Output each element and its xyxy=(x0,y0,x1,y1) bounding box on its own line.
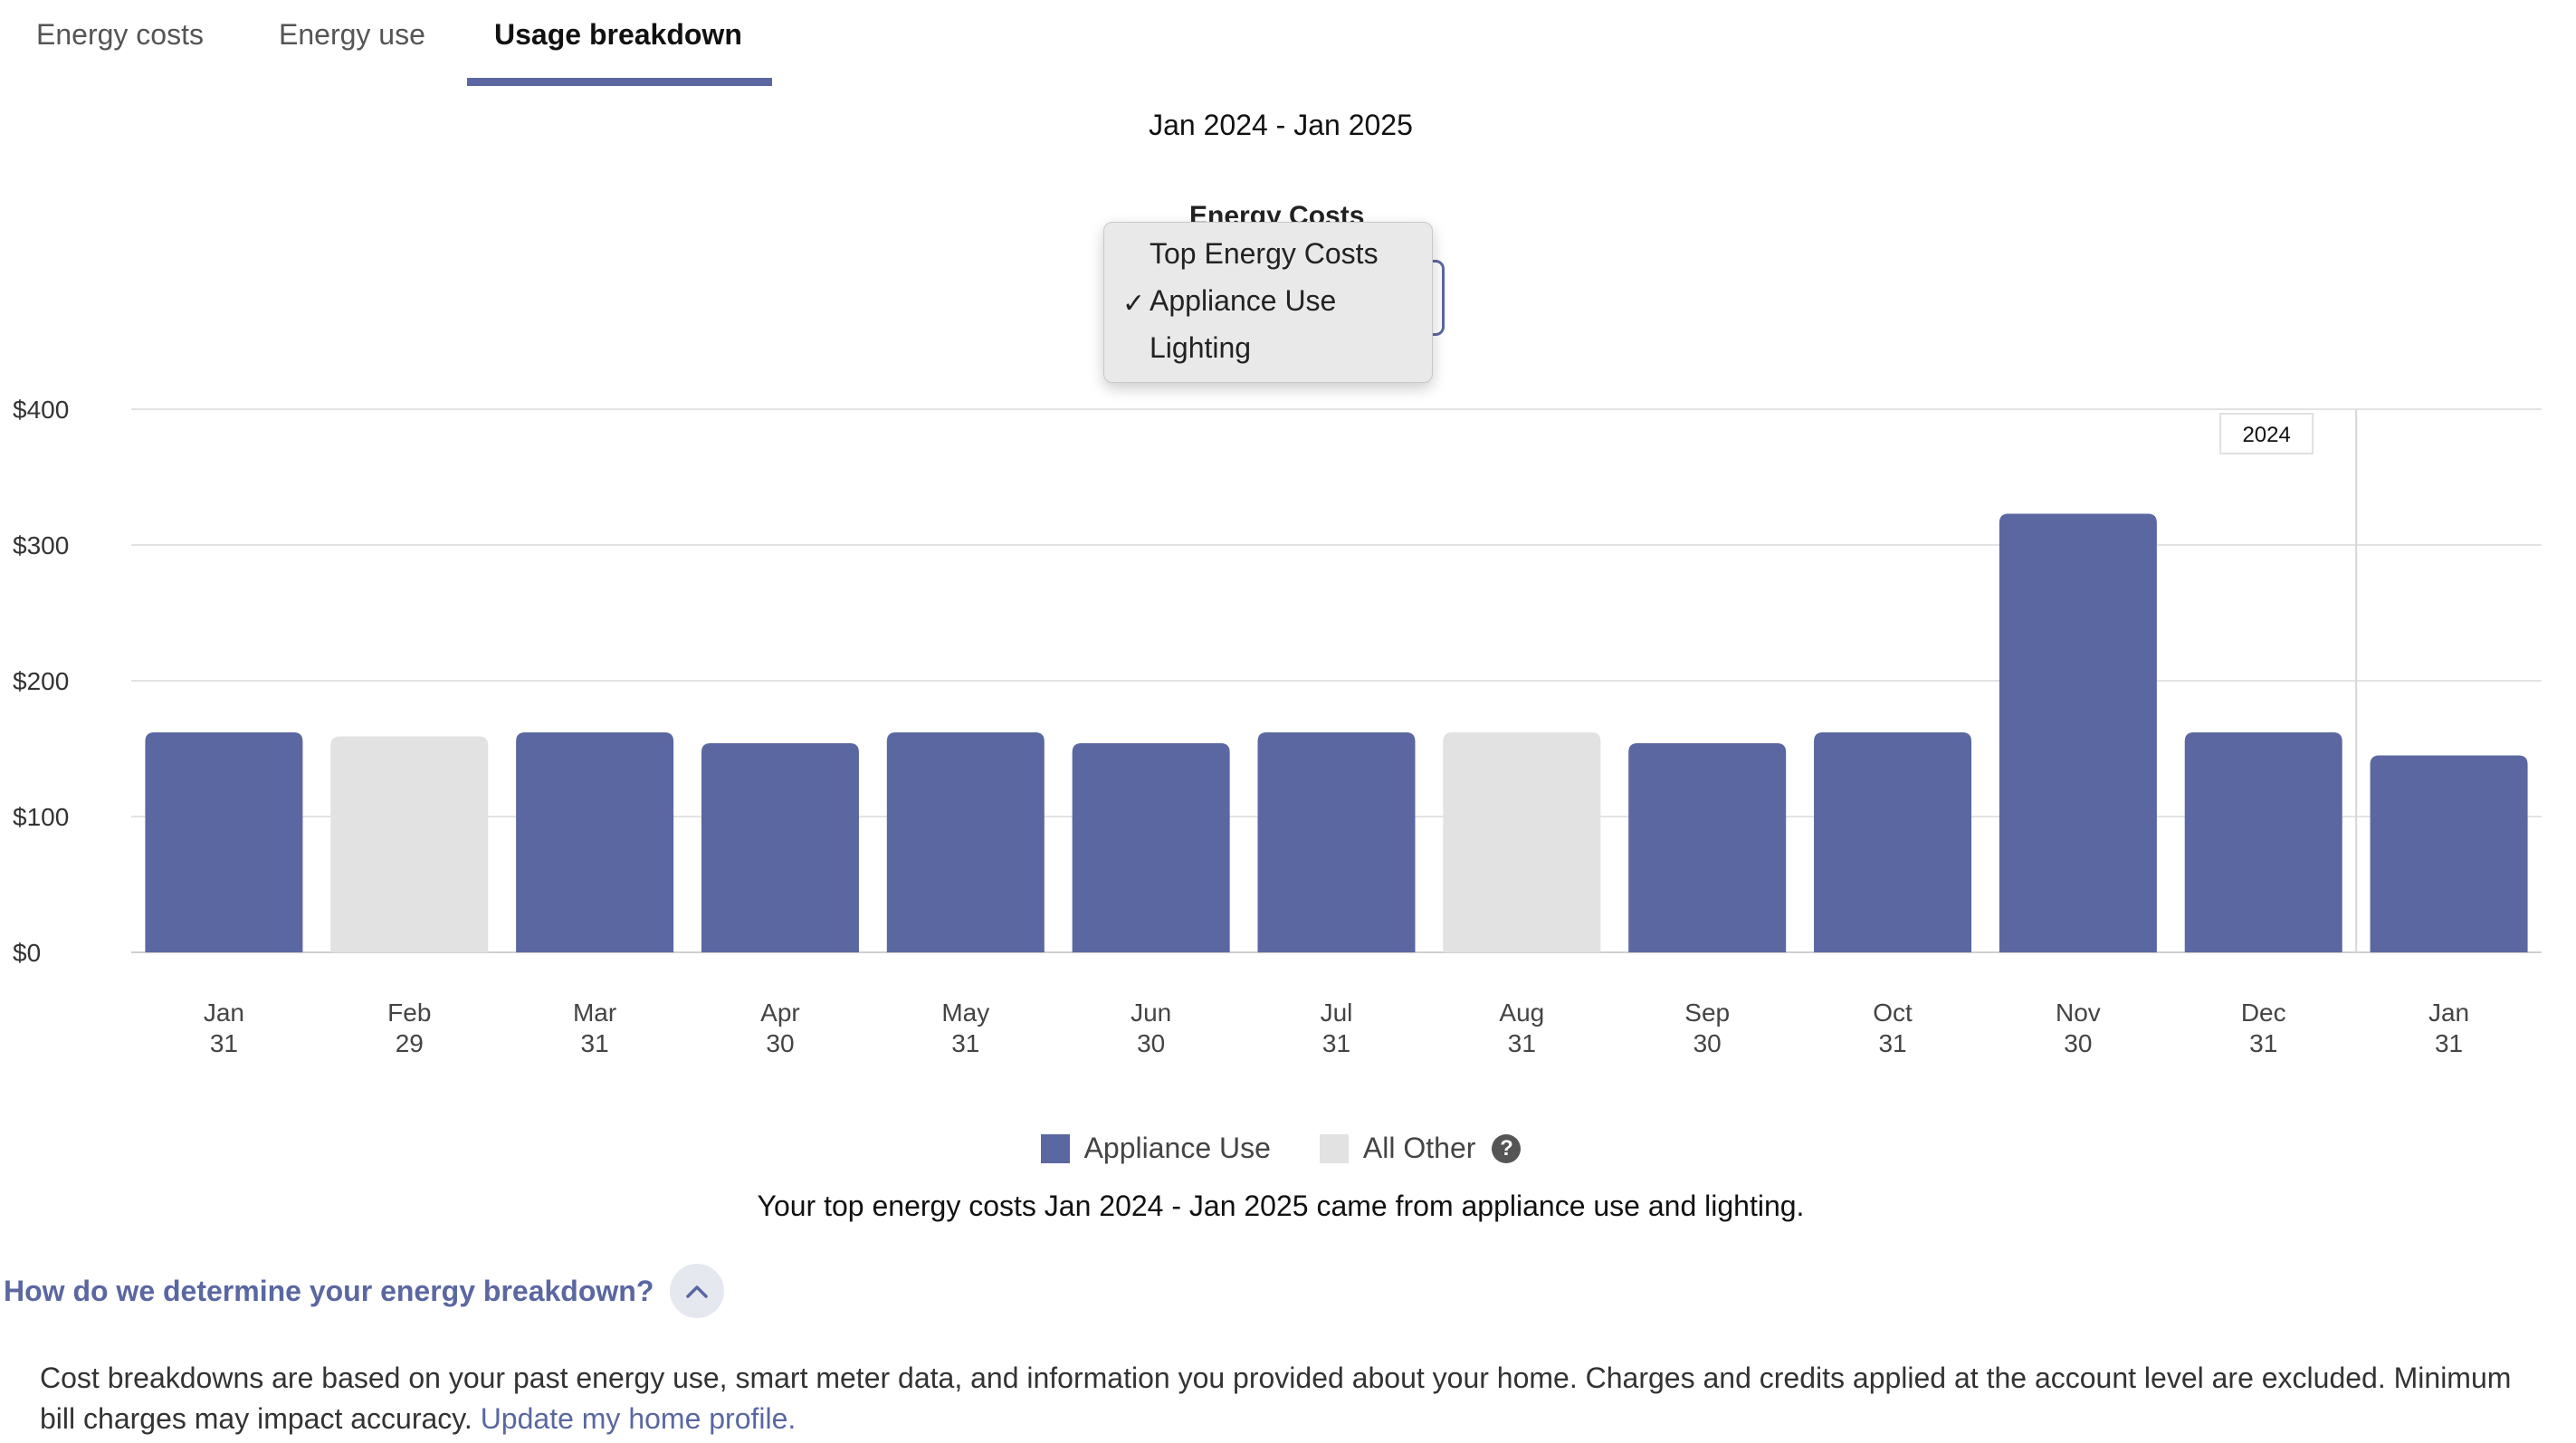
year-marker-box xyxy=(2219,413,2314,454)
date-range-label: Jan 2024 - Jan 2025 xyxy=(1149,109,1413,141)
tab-energy-costs[interactable]: Energy costs xyxy=(36,18,204,51)
help-icon[interactable]: ? xyxy=(1492,1133,1522,1163)
x-tick-month: Nov xyxy=(2056,999,2101,1027)
y-tick-label: $400 xyxy=(13,396,69,424)
faq-header[interactable]: How do we determine your energy breakdow… xyxy=(4,1264,725,1318)
x-tick-day: 31 xyxy=(2435,1029,2463,1057)
bar xyxy=(2184,732,2342,952)
x-tick-day: 31 xyxy=(2249,1029,2277,1057)
x-tick-month: Jul xyxy=(1321,999,1353,1027)
bar xyxy=(2370,755,2528,952)
x-tick-month: Mar xyxy=(573,999,616,1027)
active-tab-indicator xyxy=(467,78,772,86)
dropdown-option-top-energy-costs[interactable]: Top Energy Costs xyxy=(1150,237,1379,270)
dropdown-option-appliance-use[interactable]: Appliance Use xyxy=(1150,284,1337,317)
bar xyxy=(1072,743,1230,952)
x-tick-month: Oct xyxy=(1873,999,1913,1027)
x-tick-month: Aug xyxy=(1499,999,1544,1027)
y-tick-label: $100 xyxy=(13,803,69,831)
x-tick-day: 30 xyxy=(1693,1029,1722,1057)
x-tick-day: 31 xyxy=(1508,1029,1536,1057)
bar xyxy=(701,743,859,952)
tab-bar: Energy costs Energy use Usage breakdown xyxy=(0,0,815,89)
checkmark-icon: ✓ xyxy=(1122,289,1146,319)
x-tick-month: May xyxy=(941,999,989,1027)
bar xyxy=(1257,732,1416,952)
legend-item-all-other: All Other ? xyxy=(1319,1132,1522,1165)
y-tick-label: $200 xyxy=(13,667,69,695)
x-tick-day: 31 xyxy=(581,1029,609,1057)
bar xyxy=(1814,732,1972,952)
faq-question[interactable]: How do we determine your energy breakdow… xyxy=(4,1274,654,1307)
y-tick-label: $300 xyxy=(13,531,69,559)
faq-answer-text: Cost breakdowns are based on your past e… xyxy=(40,1362,2512,1435)
chevron-up-icon[interactable] xyxy=(670,1264,725,1318)
x-tick-month: Jan xyxy=(2428,999,2469,1027)
x-tick-month: Sep xyxy=(1684,999,1730,1027)
chart-legend: Appliance Use All Other ? xyxy=(0,1132,2562,1165)
x-tick-day: 30 xyxy=(766,1029,794,1057)
bar xyxy=(1999,513,2157,952)
x-tick-day: 31 xyxy=(1322,1029,1350,1057)
x-tick-month: Apr xyxy=(760,999,800,1027)
tab-energy-use[interactable]: Energy use xyxy=(279,18,425,51)
bar xyxy=(145,732,303,952)
bar xyxy=(516,732,674,952)
year-marker-label: 2024 xyxy=(2242,423,2290,447)
tab-usage-breakdown[interactable]: Usage breakdown xyxy=(494,18,742,51)
legend-item-appliance-use: Appliance Use xyxy=(1040,1132,1271,1165)
x-tick-day: 29 xyxy=(396,1029,424,1057)
y-tick-label: $0 xyxy=(13,939,41,967)
update-home-profile-link[interactable]: Update my home profile. xyxy=(480,1402,797,1435)
x-tick-month: Jan xyxy=(204,999,244,1027)
bar xyxy=(886,732,1045,952)
x-tick-day: 31 xyxy=(210,1029,238,1057)
x-tick-month: Feb xyxy=(387,999,431,1027)
x-tick-month: Dec xyxy=(2241,999,2286,1027)
x-tick-day: 31 xyxy=(1878,1029,1906,1057)
legend-label-other: All Other xyxy=(1362,1132,1476,1164)
x-tick-day: 30 xyxy=(1137,1029,1165,1057)
legend-swatch-appliance xyxy=(1040,1133,1070,1163)
faq-answer: Cost breakdowns are based on your past e… xyxy=(40,1358,2520,1439)
breakdown-dropdown-menu: Top Energy Costs ✓ Appliance Use Lightin… xyxy=(1103,222,1433,383)
usage-breakdown-chart: $0$100$200$300$4002024Jan31Feb29Mar31Apr… xyxy=(13,396,2542,1057)
x-tick-month: Jun xyxy=(1131,999,1171,1027)
x-tick-day: 30 xyxy=(2064,1029,2092,1057)
bar xyxy=(1628,743,1787,952)
legend-label-appliance: Appliance Use xyxy=(1083,1132,1271,1164)
x-tick-day: 31 xyxy=(951,1029,979,1057)
summary-text: Your top energy costs Jan 2024 - Jan 202… xyxy=(757,1190,1805,1222)
bar xyxy=(1443,732,1601,952)
bar xyxy=(330,736,489,952)
dropdown-option-lighting[interactable]: Lighting xyxy=(1150,331,1252,364)
legend-swatch-other xyxy=(1319,1133,1349,1163)
